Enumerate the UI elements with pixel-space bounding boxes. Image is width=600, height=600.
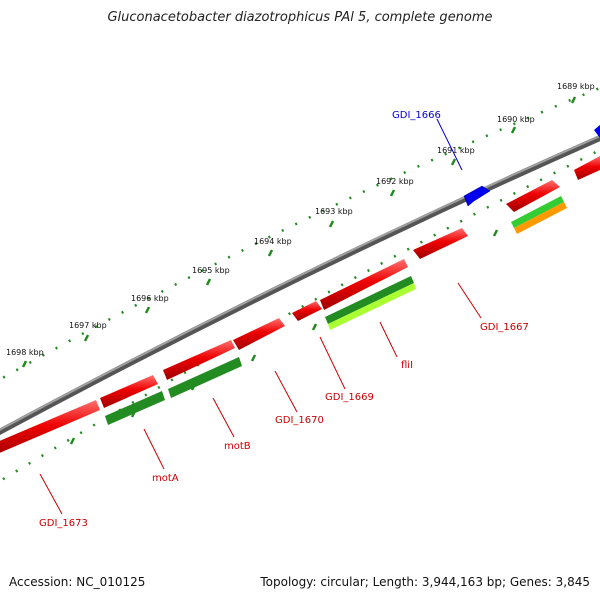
- tick-label-1692: 1692 kbp: [376, 177, 414, 186]
- connector-1670: [274, 370, 298, 413]
- gene-label-1670: GDI_1670: [275, 415, 324, 426]
- tick-label-1689: 1689 kbp: [557, 82, 595, 91]
- tick-label-1696: 1696 kbp: [131, 294, 169, 303]
- outer-tick-marks: [21, 96, 577, 368]
- gene-blue-1666[interactable]: [463, 185, 491, 207]
- gene-motB-fwd[interactable]: [163, 340, 235, 380]
- tick-label-1698: 1698 kbp: [6, 348, 44, 357]
- gene-fliI-light[interactable]: [328, 283, 416, 330]
- genome-backbone: [0, 135, 600, 436]
- gene-label-1673: GDI_1673: [39, 518, 88, 529]
- topology-text: Topology: circular; Length: 3,944,163 bp…: [260, 575, 590, 589]
- gene-label-1667: GDI_1667: [480, 322, 529, 333]
- tick-label-1694: 1694 kbp: [254, 237, 292, 246]
- connector-1669: [319, 336, 346, 390]
- forward-genes: [0, 125, 600, 457]
- gene-1667[interactable]: [413, 228, 468, 259]
- gene-label-fliI: fliI: [401, 360, 413, 371]
- gene-1673[interactable]: [0, 400, 100, 457]
- connector-fliI: [379, 321, 398, 358]
- connector-motA: [143, 428, 165, 470]
- gene-1669[interactable]: [320, 259, 408, 310]
- gene-label-1666: GDI_1666: [392, 110, 441, 121]
- accession-text: Accession: NC_010125: [9, 575, 146, 589]
- connector-1673: [39, 473, 63, 515]
- gene-1670[interactable]: [233, 318, 285, 350]
- tick-label-1695: 1695 kbp: [192, 266, 230, 275]
- gene-fliI[interactable]: [325, 276, 414, 324]
- reverse-genes: [105, 196, 567, 425]
- tick-label-1697: 1697 kbp: [69, 321, 107, 330]
- gene-blue-edge[interactable]: [594, 125, 600, 138]
- genome-title: Gluconacetobacter diazotrophicus PAl 5, …: [107, 10, 493, 25]
- gene-orange-right[interactable]: [514, 202, 567, 234]
- gene-label-motB: motB: [224, 441, 251, 452]
- gene-red-top-right[interactable]: [574, 156, 600, 180]
- tick-label-1693: 1693 kbp: [315, 207, 353, 216]
- connector-motB: [212, 397, 235, 438]
- tick-label-1690: 1690 kbp: [497, 115, 535, 124]
- gene-small-red[interactable]: [292, 301, 322, 321]
- outer-ruler: [0, 86, 600, 381]
- gene-1667-right[interactable]: [506, 180, 560, 212]
- gene-green-right[interactable]: [511, 196, 564, 228]
- gene-motA[interactable]: [105, 391, 165, 425]
- inner-ruler: [0, 148, 600, 483]
- gene-motA-fwd[interactable]: [100, 375, 158, 408]
- gene-motB[interactable]: [168, 357, 242, 398]
- connector-1666: [436, 118, 463, 171]
- connector-1667: [457, 282, 482, 319]
- tick-label-1691: 1691 kbp: [437, 146, 475, 155]
- gene-label-motA: motA: [152, 473, 179, 484]
- gene-label-1669: GDI_1669: [325, 392, 374, 403]
